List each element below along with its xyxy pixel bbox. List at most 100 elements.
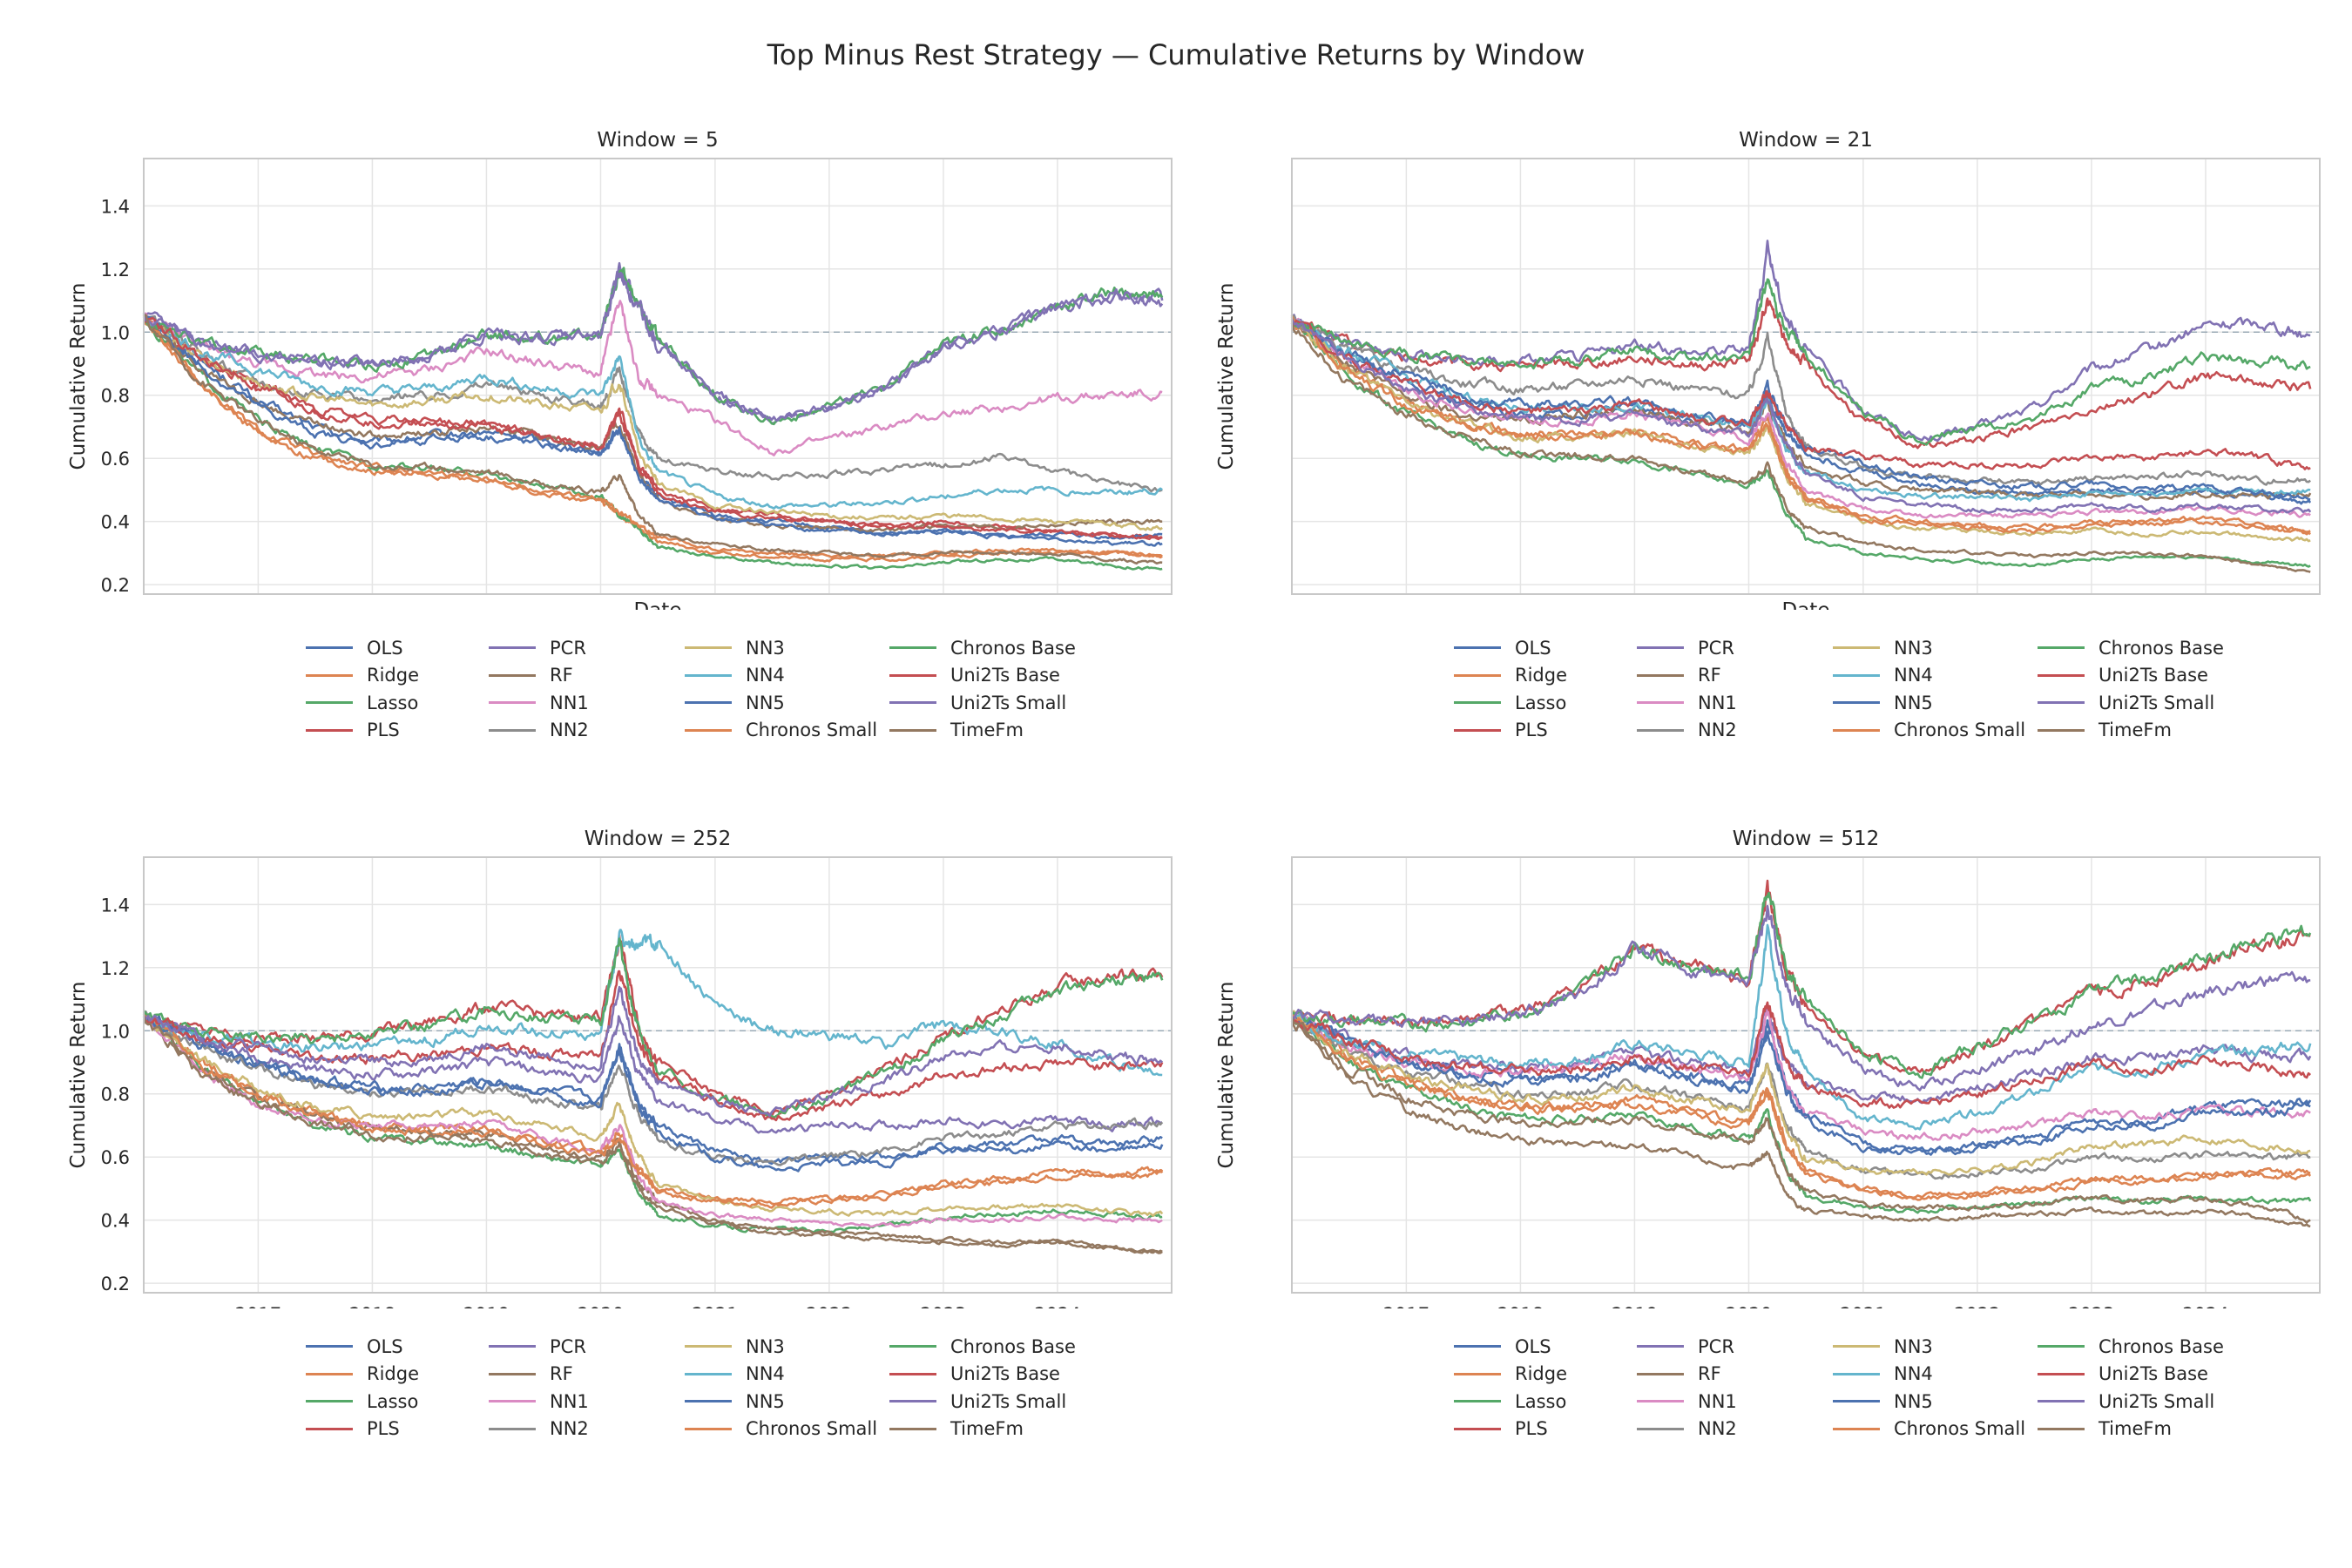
series-line	[1290, 240, 2311, 443]
axes-frame	[143, 158, 1173, 595]
legend-item: Uni2Ts Small	[2032, 689, 2246, 717]
legend-swatch	[889, 728, 936, 732]
legend-label: NN1	[1698, 692, 1737, 713]
legend-label: NN4	[1894, 1363, 1933, 1385]
legend-swatch	[489, 1400, 536, 1403]
legend-swatch	[1637, 646, 1684, 650]
series-line	[143, 1015, 1164, 1217]
legend-swatch	[889, 646, 936, 650]
legend-label: PCR	[1698, 637, 1734, 659]
chart-svg: 2017 2018 2019 2020 2021 2022 2023 2024 Window =…	[1215, 828, 2321, 1308]
x-tick-label: 2023	[920, 1304, 966, 1308]
legend-label: Uni2Ts Base	[950, 665, 1060, 686]
legend-item: PCR	[483, 1333, 679, 1361]
legend-label: NN1	[550, 1390, 589, 1412]
legend-label: PLS	[1515, 720, 1548, 741]
axes-frame	[1291, 158, 2321, 595]
x-tick-label: 2021	[692, 1304, 738, 1308]
x-tick-label: 2020	[1726, 1304, 1772, 1308]
legend-label: Chronos Base	[950, 1335, 1076, 1357]
legend-item: NN5	[1828, 1388, 2032, 1416]
legend-swatch	[306, 1372, 353, 1375]
series-line	[142, 320, 1163, 559]
legend-item: Chronos Small	[1828, 717, 2032, 745]
legend-swatch	[2038, 1372, 2085, 1375]
legend-swatch	[1833, 673, 1880, 677]
legend-item: TimeFm	[884, 717, 1098, 745]
series-line	[1290, 1020, 2311, 1224]
legend-label: Uni2Ts Base	[2099, 665, 2208, 686]
legend-item: OLS	[301, 634, 483, 662]
legend-label: NN1	[1698, 1390, 1737, 1412]
series-line	[1290, 1009, 2311, 1141]
legend-swatch	[889, 673, 936, 677]
legend-label: RF	[1698, 665, 1721, 686]
legend-swatch	[685, 646, 732, 650]
y-axis-label: Cumulative Return	[1215, 982, 1238, 1169]
legend-item: Chronos Base	[884, 634, 1098, 662]
legend-item: PCR	[483, 634, 679, 662]
legend-item: Lasso	[1449, 1388, 1632, 1416]
legend-item: TimeFm	[2032, 1416, 2246, 1443]
legend-item: NN4	[1828, 1361, 2032, 1389]
legend-swatch	[1833, 646, 1880, 650]
chart-title: Window = 5	[597, 129, 718, 152]
legend-item: Chronos Base	[884, 1333, 1098, 1361]
legend-label: TimeFm	[950, 1418, 1024, 1440]
chart-panel-window-21: Window = 21 Date Cumulative Return OLS PCR N…	[1200, 113, 2333, 793]
legend-swatch	[306, 646, 353, 650]
legend-label: NN4	[1894, 665, 1933, 686]
series-line	[142, 1011, 1164, 1209]
legend-swatch	[1454, 646, 1501, 650]
legend-item: Lasso	[301, 689, 483, 717]
legend-item: Uni2Ts Small	[884, 1388, 1098, 1416]
series-line	[1291, 1015, 2311, 1156]
legend-label: Chronos Small	[1894, 1418, 2026, 1440]
x-tick-label: 2018	[349, 1304, 395, 1308]
legend-swatch	[1833, 701, 1880, 705]
legend-label: RF	[550, 665, 573, 686]
legend-item: NN5	[679, 689, 884, 717]
y-tick-label: 0.4	[101, 512, 130, 533]
legend-swatch	[306, 673, 353, 677]
legend-item: PLS	[301, 717, 483, 745]
legend-item: RF	[1632, 1361, 1828, 1389]
legend-label: Uni2Ts Small	[2099, 1390, 2215, 1412]
legend-swatch	[489, 728, 536, 732]
legend-label: NN2	[550, 720, 589, 741]
chart-legend: OLS PCR NN3 Chronos Base Ridge RF NN4 Uni2Ts Ba…	[301, 634, 1098, 744]
series-line	[1291, 314, 2311, 486]
legend-swatch	[1833, 728, 1880, 732]
legend-label: Ridge	[1515, 665, 1568, 686]
legend-label: NN3	[1894, 1335, 1933, 1357]
legend-item: NN1	[1632, 689, 1828, 717]
legend-label: NN2	[1698, 1418, 1737, 1440]
series-line	[1291, 904, 2311, 1092]
chart-panel-window-5: 0.2 0.4 0.6 0.8 1.0 1.2 1.4 Window = 5 Date Cumul…	[52, 113, 1185, 793]
legend-label: Chronos Base	[950, 637, 1076, 659]
series-line	[1290, 322, 2311, 573]
legend-label: NN3	[746, 1335, 785, 1357]
legend-swatch	[1454, 1400, 1501, 1403]
legend-swatch	[1833, 1372, 1880, 1375]
legend-item: NN2	[483, 717, 679, 745]
legend-swatch	[889, 701, 936, 705]
legend-label: PLS	[367, 1418, 400, 1440]
legend-label: PCR	[1698, 1335, 1734, 1357]
legend-swatch	[489, 1345, 536, 1348]
series-line	[1290, 1017, 2311, 1228]
y-axis-label: Cumulative Return	[67, 982, 90, 1169]
series-line	[143, 314, 1163, 565]
chart-svg: 0.2 0.4 0.6 0.8 1.0 1.2 1.4 Window = 5 Date Cumul…	[67, 129, 1173, 610]
legend-item: Ridge	[301, 662, 483, 690]
legend-label: Uni2Ts Small	[2099, 692, 2215, 713]
legend-item: Ridge	[301, 1361, 483, 1389]
legend-label: OLS	[1515, 1335, 1551, 1357]
legend-swatch	[1637, 1345, 1684, 1348]
series-line	[1290, 318, 2312, 514]
legend-swatch	[685, 728, 732, 732]
chart-legend: OLS PCR NN3 Chronos Base Ridge RF NN4 Uni2Ts Ba…	[301, 1333, 1098, 1443]
legend-swatch	[1637, 1427, 1684, 1430]
series-line	[142, 985, 1164, 1118]
